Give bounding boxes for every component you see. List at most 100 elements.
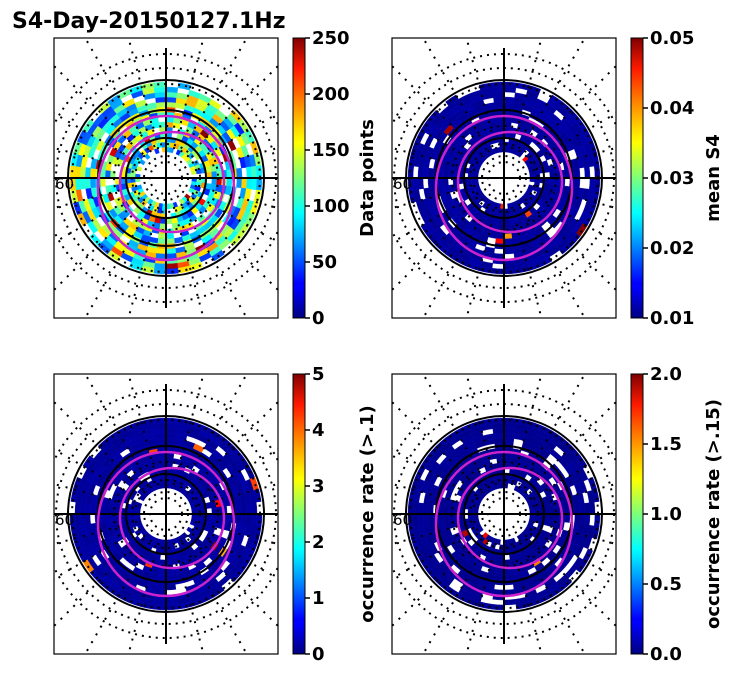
panel-3-polar-grid — [54, 374, 278, 654]
panel-2-data-cell — [503, 263, 517, 270]
panel-1-data-cell — [157, 233, 167, 240]
figure-title: S4-Day-20150127.1Hz — [12, 9, 286, 34]
panel-1-axes-frame — [53, 37, 279, 319]
panel-3-data-cell — [84, 503, 91, 515]
panel-3-data-cell — [104, 513, 111, 523]
panel-3-data-cell — [154, 427, 167, 434]
panel-4-data-cell — [503, 569, 513, 576]
panel-2-axes-frame — [391, 37, 617, 319]
panel-4-colorbar-label: occurrence rate (>.15) — [703, 399, 724, 629]
panel-1-data-cell — [251, 165, 258, 179]
panel-3-data-cell — [165, 599, 179, 606]
panel-4-data-cell — [574, 503, 581, 515]
panel-3-data-cell — [157, 574, 167, 581]
panel-1-data-cell — [165, 86, 179, 93]
panel-1-data-cell — [165, 101, 177, 108]
panel-1-data-cell — [208, 98, 222, 111]
panel-3-data-cell — [73, 477, 83, 491]
panel-3-colorbar-label: occurrence rate (>.1) — [357, 405, 378, 622]
panel-2-data-cell — [593, 165, 601, 179]
panel-2-latitude-label: 60 — [393, 175, 412, 193]
panel-2-data-cell — [503, 101, 515, 108]
panel-1-data-cell — [226, 177, 233, 187]
panel-3-colorbar-tick-label: 2 — [312, 532, 325, 553]
panel-4-auroral-oval — [434, 450, 574, 598]
panel-3-data-cell — [236, 503, 243, 515]
panel-1-data-cell — [74, 165, 81, 179]
panel-4-data-cell — [417, 513, 424, 526]
panel-3-data-cell — [246, 513, 253, 526]
panel-3-latitude-label: 60 — [55, 511, 74, 529]
panel-4-data-cell — [442, 505, 449, 515]
panel-2-colorbar-tick-label: 0.04 — [650, 98, 694, 119]
panel-4-data-cell — [579, 503, 586, 515]
panel-4-data-cell — [422, 503, 429, 515]
panel-1-colorbar: 0 50 100 150 200 250 Data points — [292, 28, 378, 329]
panel-1-data-cell — [84, 177, 91, 189]
panel-3-data-cell — [153, 603, 167, 611]
panel-3-colorbar-tick-label: 4 — [312, 420, 325, 441]
panel-3-data-cell — [236, 513, 243, 525]
panel-1-data-cell — [153, 267, 167, 275]
panel-2-auroral-oval — [434, 114, 574, 262]
panel-1-data-cell — [99, 177, 106, 187]
panel-2-colorbar-label: mean S4 — [703, 134, 724, 222]
panel-2-data-cell — [417, 166, 424, 179]
panel-4-data-cell — [437, 513, 444, 523]
panel-1-data-cell — [165, 91, 178, 98]
panel-1-colorbar-tick-label: 50 — [312, 252, 337, 273]
panel-1-data-cell — [165, 248, 177, 255]
panel-1-data-cell — [227, 139, 237, 152]
panel-2-data-cell — [495, 233, 505, 240]
panel-4-data-cell — [493, 432, 505, 439]
panel-1-data-cell — [155, 248, 167, 255]
panel-1-data-cell — [74, 177, 81, 191]
panel-1-data-cell — [255, 165, 263, 179]
panel-4: 60 0.0 0.5 1.0 1.5 2.0 occurrence rate (>.15) — [391, 364, 724, 665]
panel-4-colorbar-tick-label: 0.0 — [650, 644, 682, 665]
panel-4-data-cell — [478, 601, 493, 610]
panel-4-data-cell — [495, 574, 505, 581]
panel-2-data-cell — [422, 167, 429, 179]
panel-4-axes-frame — [391, 373, 617, 655]
panel-4-data-cell — [575, 559, 588, 573]
panel-2-data-cell — [492, 91, 505, 98]
panel-2-data-cell — [437, 177, 444, 187]
panel-1-data-cell — [154, 91, 167, 98]
panel-2-data-cell — [493, 101, 505, 108]
panel-4-data-cell — [417, 502, 424, 515]
panel-2-data-cell — [442, 169, 449, 179]
panel-3-data-cell — [157, 452, 167, 459]
panel-4-data-cell — [503, 574, 513, 581]
panel-3-data-cell — [74, 501, 81, 515]
panel-4-data-cell — [503, 432, 515, 439]
panel-3-data-cell — [246, 502, 253, 515]
panel-4-data-cell — [422, 513, 429, 525]
panel-3-colorbar-tick-label: 3 — [312, 476, 325, 497]
panel-2-data-cell — [493, 96, 505, 103]
panel-2-data-cell — [495, 116, 505, 123]
panel-4-data-cell — [495, 452, 505, 459]
panel-3-data-cell — [155, 584, 167, 591]
panel-3-data-cell — [165, 569, 175, 576]
panel-3-data-cell — [84, 513, 91, 525]
panel-4-data-cell — [584, 502, 591, 515]
panel-2-colorbar-tick-label: 0.02 — [650, 238, 694, 259]
panel-2-data-cell — [584, 166, 591, 179]
panel-3-auroral-oval — [96, 450, 236, 598]
panel-2-data-cell — [574, 167, 581, 179]
panel-3-data-cell — [74, 513, 81, 527]
panel-1-colorbar-tick-label: 100 — [312, 196, 350, 217]
panel-3-colorbar: 0 1 2 3 4 5 occurrence rate (>.1) — [292, 364, 378, 665]
panel-4-data-cell — [503, 599, 517, 606]
panel-4-colorbar-tick-label: 1.5 — [650, 434, 682, 455]
panel-4-data-cell — [589, 501, 596, 515]
panel-3-data-cell — [165, 452, 175, 459]
panel-4-data-cell — [491, 422, 505, 429]
panel-1-data-cell — [79, 166, 86, 179]
panel-1-data-cell — [89, 177, 96, 189]
panel-1-data-cell — [236, 177, 243, 189]
panel-2-data-cell — [412, 177, 419, 191]
panel-2-colorbar-tick-label: 0.05 — [650, 28, 694, 49]
panel-4-data-cell — [495, 569, 505, 576]
